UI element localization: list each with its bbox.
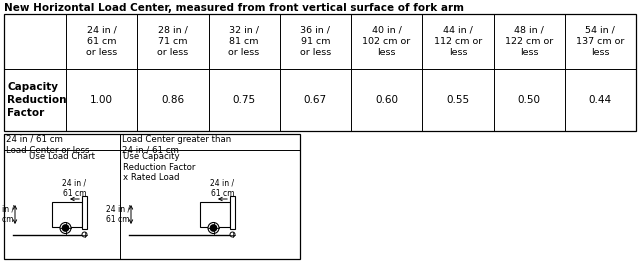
Text: 0.55: 0.55 — [446, 95, 469, 105]
Bar — [230, 196, 235, 229]
Text: 36 in /
91 cm
or less: 36 in / 91 cm or less — [300, 26, 331, 57]
Text: 28 in /
71 cm
or less: 28 in / 71 cm or less — [157, 26, 189, 57]
Circle shape — [60, 222, 71, 234]
Circle shape — [211, 225, 216, 231]
Text: 24 in / 61 cm
Load Center or less: 24 in / 61 cm Load Center or less — [6, 135, 90, 155]
Text: 40 in /
102 cm or
less: 40 in / 102 cm or less — [362, 26, 411, 57]
Text: 0.75: 0.75 — [232, 95, 256, 105]
Text: 24 in /
61 cm: 24 in / 61 cm — [211, 178, 235, 198]
Text: Use Capacity
Reduction Factor
x Rated Load: Use Capacity Reduction Factor x Rated Lo… — [123, 152, 195, 182]
Text: 24 in /
61 cm: 24 in / 61 cm — [0, 205, 14, 224]
Circle shape — [230, 232, 235, 237]
Bar — [4, 134, 300, 259]
Text: 48 in /
122 cm or
less: 48 in / 122 cm or less — [505, 26, 553, 57]
Bar — [4, 14, 636, 131]
Text: New Horizontal Load Center, measured from front vertical surface of fork arm: New Horizontal Load Center, measured fro… — [4, 3, 464, 13]
Text: 1.00: 1.00 — [90, 95, 113, 105]
Circle shape — [82, 232, 87, 237]
Text: 44 in /
112 cm or
less: 44 in / 112 cm or less — [434, 26, 482, 57]
Text: 0.44: 0.44 — [589, 95, 612, 105]
Text: 24 in /
61 cm: 24 in / 61 cm — [106, 205, 130, 224]
Bar — [82, 196, 87, 229]
Text: 0.86: 0.86 — [161, 95, 184, 105]
Circle shape — [63, 225, 68, 231]
Text: Load Center greater than
24 in / 61 cm: Load Center greater than 24 in / 61 cm — [122, 135, 231, 155]
Circle shape — [208, 222, 219, 234]
Bar — [52, 202, 82, 227]
Text: Capacity
Reduction
Factor: Capacity Reduction Factor — [7, 82, 67, 118]
Text: Use Load Chart: Use Load Chart — [29, 152, 95, 161]
Text: 0.67: 0.67 — [304, 95, 327, 105]
Text: 0.60: 0.60 — [375, 95, 398, 105]
Text: 24 in /
61 cm
or less: 24 in / 61 cm or less — [86, 26, 117, 57]
Text: 0.50: 0.50 — [518, 95, 541, 105]
Text: 32 in /
81 cm
or less: 32 in / 81 cm or less — [228, 26, 260, 57]
Text: 54 in /
137 cm or
less: 54 in / 137 cm or less — [576, 26, 625, 57]
Bar — [200, 202, 230, 227]
Text: 24 in /
61 cm: 24 in / 61 cm — [63, 178, 86, 198]
